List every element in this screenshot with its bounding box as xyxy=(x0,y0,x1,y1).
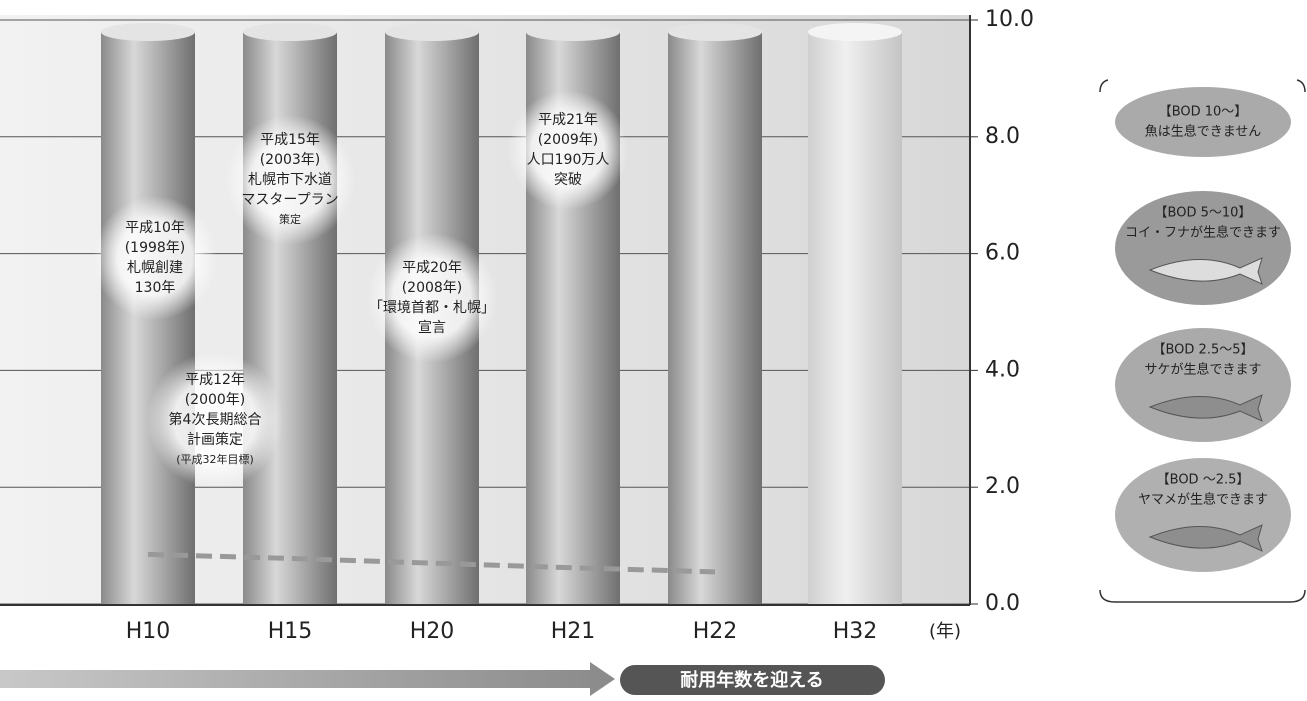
column-top xyxy=(808,23,902,41)
y-tick-label: 4.0 xyxy=(985,357,1020,382)
annotation-text: 平成12年 xyxy=(185,372,245,388)
x-unit: (年) xyxy=(929,621,961,642)
annotation-bubble xyxy=(508,90,628,210)
y-tick-label: 2.0 xyxy=(985,474,1020,499)
column-top xyxy=(385,23,479,41)
y-tick-label: 8.0 xyxy=(985,124,1020,149)
annotation-text: (2003年) xyxy=(260,152,321,168)
annotation-text: 人口190万人 xyxy=(527,152,610,168)
chart: 平成10年 (1998年) 札幌創建 130年平成12年 (2000年) 第4次長期総合計… xyxy=(0,0,1307,697)
x-tick-label: H20 xyxy=(410,619,455,644)
annotation-text: マスタープラン xyxy=(241,192,338,208)
bottom-note: 耐用年数を迎える xyxy=(680,669,823,691)
annotation-text: 平成20年 xyxy=(402,260,462,276)
legend-text: 【BOD ～2.5】 xyxy=(1157,473,1250,488)
y-tick-label: 10.0 xyxy=(985,7,1034,32)
x-tick-label: H22 xyxy=(693,619,738,644)
legend-text: 【BOD 5～10】 xyxy=(1155,206,1252,221)
annotation-text: 第4次長期総合 xyxy=(169,411,262,428)
y-tick-label: 0.0 xyxy=(985,591,1020,616)
column xyxy=(808,32,902,604)
annotation-text: 突破 xyxy=(554,172,582,188)
annotation-text: 130年 xyxy=(135,280,176,296)
annotation-text: 策定 xyxy=(279,212,301,226)
annotation-text: 平成15年 xyxy=(260,132,320,148)
legend-text: 【BOD 2.5～5】 xyxy=(1152,343,1253,358)
legend-text: コイ・フナが生息できます xyxy=(1125,225,1281,241)
annotation-text: 「環境首都・札幌」 xyxy=(369,300,495,316)
y-tick-label: 6.0 xyxy=(985,241,1020,266)
legend-ellipse xyxy=(1115,87,1291,157)
annotation-text: 平成21年 xyxy=(538,112,598,128)
x-tick-label: H21 xyxy=(551,619,596,644)
annotation-text: 札幌市下水道 xyxy=(248,171,332,188)
x-tick-label: H15 xyxy=(268,619,313,644)
annotation-text: (平成32年目標) xyxy=(176,452,254,466)
annotation-text: (2009年) xyxy=(538,132,599,148)
legend-text: 魚は生息できません xyxy=(1145,124,1262,140)
annotation-text: (2008年) xyxy=(402,280,463,296)
column xyxy=(668,32,762,604)
legend-text: サケが生息できます xyxy=(1144,362,1261,378)
annotation-bubble xyxy=(367,233,497,363)
annotation-text: 宣言 xyxy=(418,320,446,336)
annotation-text: 計画策定 xyxy=(187,431,243,448)
annotation-text: 平成10年 xyxy=(125,220,185,236)
annotation-text: 札幌創建 xyxy=(127,260,183,276)
x-tick-label: H32 xyxy=(833,619,878,644)
annotation-text: (2000年) xyxy=(185,392,246,408)
x-tick-label: H10 xyxy=(126,619,171,644)
column-top xyxy=(101,23,195,41)
annotation-text: (1998年) xyxy=(125,240,186,256)
legend-text: ヤマメが生息できます xyxy=(1138,492,1268,508)
column-top xyxy=(526,23,620,41)
annotation-bubble xyxy=(93,196,217,320)
column-top xyxy=(668,23,762,41)
timeline-arrow xyxy=(0,662,615,696)
legend-text: 【BOD 10～】 xyxy=(1159,105,1248,120)
column-top xyxy=(243,23,337,41)
